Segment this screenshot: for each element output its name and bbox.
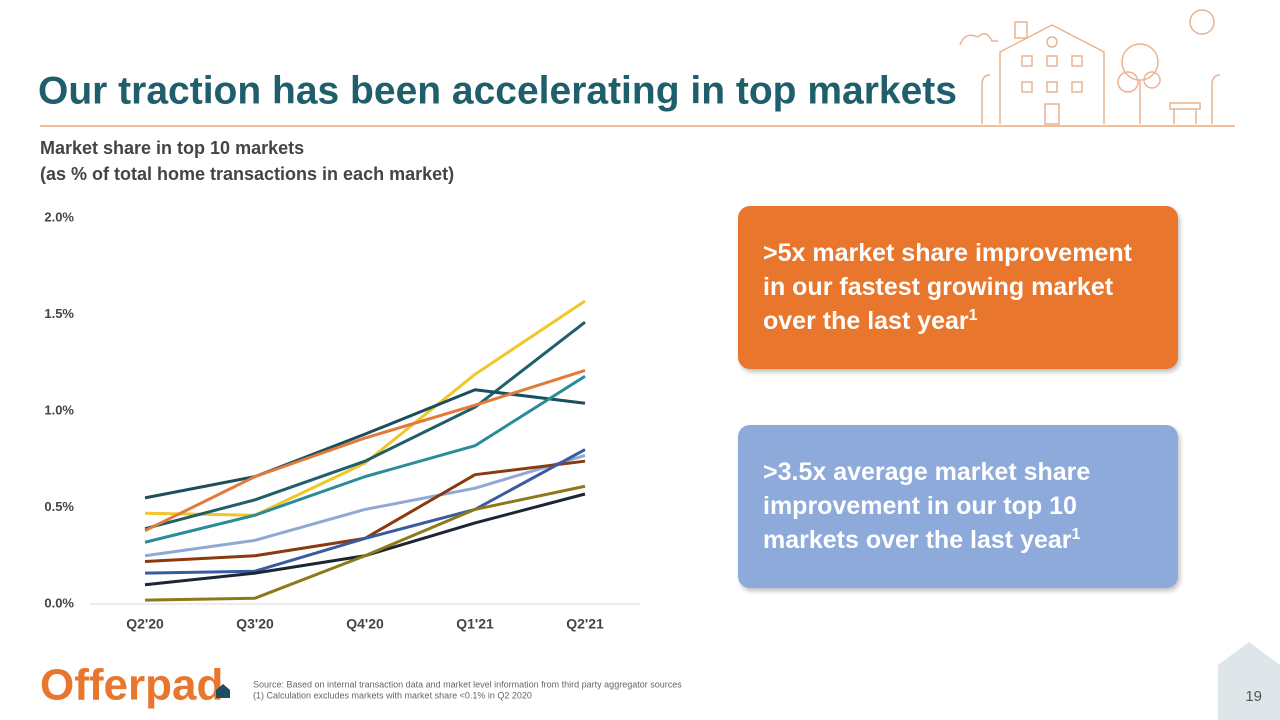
footnote: (1) Calculation excludes markets with ma… <box>253 690 532 700</box>
callout-text: >5x market share improvement in our fast… <box>763 239 1132 335</box>
callout-text: >3.5x average market share improvement i… <box>763 458 1091 554</box>
x-tick-label: Q2'21 <box>566 616 604 632</box>
series-line <box>144 484 586 602</box>
logo: Offerpad <box>40 661 223 710</box>
series-line <box>144 388 586 500</box>
page-corner <box>1218 642 1280 720</box>
plot-area: 0.0% 0.5% 1.0% 1.5% 2.0% Q2'20 Q3'20 Q4'20 Q1'21… <box>44 209 640 632</box>
page-number: 19 <box>1245 688 1262 705</box>
logo-icon <box>216 684 230 698</box>
y-tick-label: 0.5% <box>44 499 74 514</box>
slide-title: Our traction has been accelerating in to… <box>38 69 957 112</box>
x-tick-label: Q3'20 <box>236 616 274 632</box>
x-tick-label: Q1'21 <box>456 616 494 632</box>
series-line <box>144 299 586 517</box>
series-line <box>144 321 586 531</box>
y-tick-label: 1.0% <box>44 402 74 417</box>
y-tick-label: 1.5% <box>44 306 74 321</box>
chart-subtitle: (as % of total home transactions in each… <box>40 164 454 184</box>
x-tick-label: Q4'20 <box>346 616 384 632</box>
series-line <box>144 369 586 533</box>
chart-subtitle: Market share in top 10 markets <box>40 138 304 158</box>
callout: >3.5x average market share improvement i… <box>738 425 1178 588</box>
y-tick-label: 2.0% <box>44 209 74 224</box>
callout-superscript: 1 <box>968 307 978 324</box>
decoration <box>959 9 1221 125</box>
callout: >5x market share improvement in our fast… <box>738 206 1178 369</box>
series-line <box>144 448 586 575</box>
x-tick-label: Q2'20 <box>126 616 164 632</box>
series-line <box>144 374 586 544</box>
callout-superscript: 1 <box>1071 526 1081 543</box>
footnote: Source: Based on internal transaction da… <box>253 679 682 689</box>
y-tick-label: 0.0% <box>44 595 74 610</box>
series-line <box>144 453 586 558</box>
